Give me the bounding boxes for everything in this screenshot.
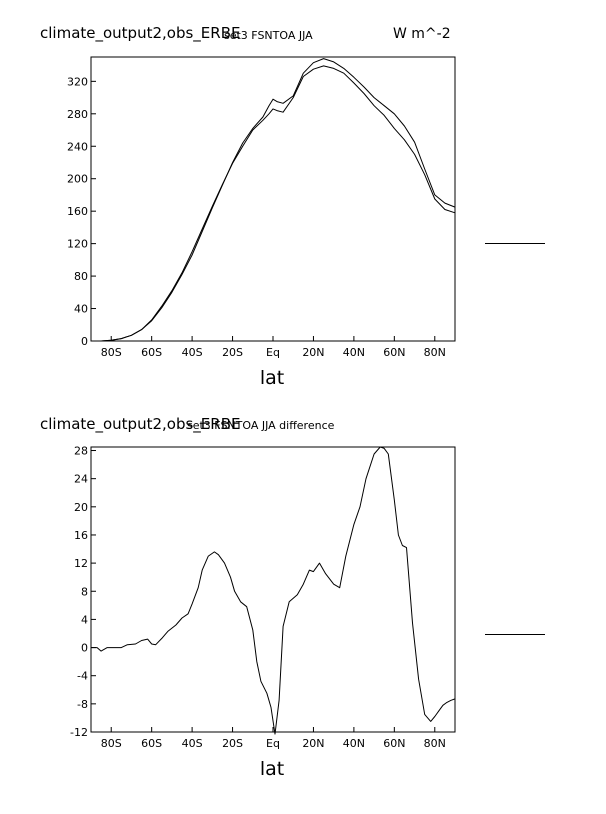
chart1-legend-line <box>485 243 545 244</box>
chart1-units: W m^-2 <box>393 26 451 42</box>
chart1-ytick-label: 200 <box>67 173 88 186</box>
chart1-xtick-label: 20S <box>222 346 243 359</box>
chart2-xtick-label: 40N <box>343 737 365 750</box>
chart1-ytick-label: 280 <box>67 108 88 121</box>
chart2-xtick-label: 20N <box>302 737 324 750</box>
chart2-xtick-label: 60N <box>383 737 405 750</box>
chart2-title-left: climate_output2,obs_ERBE <box>40 415 241 433</box>
chart2-series-1-line <box>91 446 456 735</box>
chart1-xtick-label: 80N <box>424 346 446 359</box>
chart1-ytick-label: 160 <box>67 205 88 218</box>
chart1-xtick-label: Eq <box>266 346 280 359</box>
chart1-xtick-label: 60S <box>141 346 162 359</box>
chart1-xlabel: lat <box>260 367 284 389</box>
chart2-xtick-label: 60S <box>141 737 162 750</box>
chart1-title-left: climate_output2,obs_ERBE <box>40 24 241 42</box>
chart1-ytick-label: 40 <box>74 303 88 316</box>
chart2-xlabel: lat <box>260 758 284 780</box>
chart2-ytick-label: 16 <box>74 529 88 542</box>
chart1-xtick-label: 20N <box>302 346 324 359</box>
chart2-plot-frame <box>90 446 456 733</box>
chart2-xtick-label: 80S <box>101 737 122 750</box>
chart1-series-2-line <box>91 58 456 342</box>
chart2-ytick-label: -8 <box>77 698 88 711</box>
chart2-xtick-label: 20S <box>222 737 243 750</box>
chart1-series-1-line <box>91 65 456 342</box>
chart2-title-center: set3 FSNTOA JJA difference <box>187 419 335 432</box>
chart1-xtick-label: 80S <box>101 346 122 359</box>
chart2-ytick-label: 4 <box>81 613 88 626</box>
chart2-ytick-label: 28 <box>74 445 88 458</box>
chart1-ytick-label: 120 <box>67 238 88 251</box>
chart2-ytick-label: 8 <box>81 585 88 598</box>
chart2-ytick-label: -12 <box>70 726 88 739</box>
chart1-ytick-label: 240 <box>67 140 88 153</box>
chart2-xtick-label: Eq <box>266 737 280 750</box>
chart2-ytick-label: 24 <box>74 473 88 486</box>
chart1-ytick-label: 80 <box>74 270 88 283</box>
chart1-xtick-label: 60N <box>383 346 405 359</box>
chart1-ytick-label: 320 <box>67 75 88 88</box>
chart2-xtick-label: 80N <box>424 737 446 750</box>
chart1-xtick-label: 40N <box>343 346 365 359</box>
chart1-xtick-label: 40S <box>182 346 203 359</box>
chart2-ytick-label: 12 <box>74 557 88 570</box>
chart2-ytick-label: 20 <box>74 501 88 514</box>
chart2-ytick-label: -4 <box>77 670 88 683</box>
chart2-ytick-label: 0 <box>81 642 88 655</box>
chart2-xtick-label: 40S <box>182 737 203 750</box>
chart1-title-center: set3 FSNTOA JJA <box>224 29 313 42</box>
chart2-legend-line <box>485 634 545 635</box>
chart1-ytick-label: 0 <box>81 335 88 348</box>
